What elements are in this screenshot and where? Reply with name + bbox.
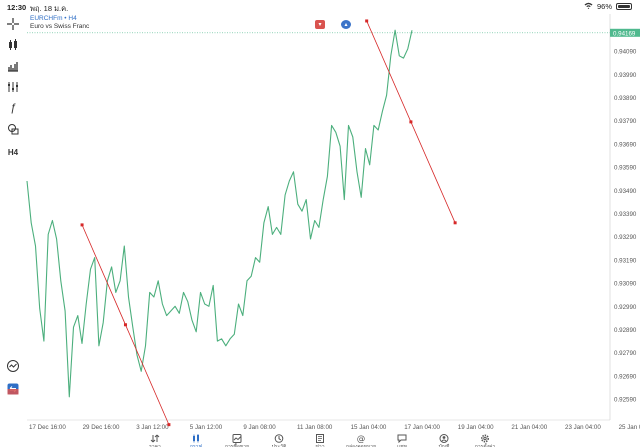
tab-accounts[interactable]: บัญชี: [424, 434, 464, 447]
x-tick-label: 15 Jan 04:00: [351, 424, 387, 431]
tab-chat[interactable]: แชท: [382, 434, 422, 447]
tab-label: แชท: [397, 444, 407, 447]
y-tick-label: 0.93590: [614, 165, 637, 172]
trend-line-handle: [365, 19, 369, 23]
trade-icon[interactable]: [5, 382, 21, 396]
y-tick-label: 0.92890: [614, 327, 637, 334]
shapes-icon[interactable]: [5, 122, 21, 136]
y-tick-label: 0.93990: [614, 72, 637, 79]
analytics-icon[interactable]: [5, 359, 21, 373]
status-right: 96%: [584, 2, 632, 11]
x-tick-label: 5 Jan 12:00: [190, 424, 223, 431]
current-price-tag: [610, 28, 640, 37]
news-icon: [300, 434, 340, 443]
y-tick-label: 0.93690: [614, 141, 637, 148]
tab-label: บัญชี: [438, 444, 450, 447]
chart-type-icon[interactable]: [5, 38, 21, 52]
x-tick-label: 25 Jan 04:00: [619, 424, 640, 431]
y-tick-label: 0.93190: [614, 257, 637, 264]
settings-icon: [465, 434, 505, 443]
sell-arrow-icon[interactable]: ▾: [315, 20, 325, 29]
mailbox-icon: @: [341, 434, 381, 444]
timeframe-label[interactable]: H4: [7, 147, 19, 157]
trend-line-handle: [80, 223, 84, 227]
tab-label: ข่าว: [315, 444, 325, 447]
trend-line-handle: [409, 120, 413, 124]
objects-icon[interactable]: [5, 80, 21, 94]
x-tick-label: 3 Jan 12:00: [136, 424, 169, 431]
svg-text:@: @: [357, 435, 366, 444]
y-tick-label: 0.94090: [614, 49, 637, 56]
y-tick-label: 0.93890: [614, 95, 637, 102]
crosshair-icon[interactable]: [5, 17, 21, 31]
y-tick-label: 0.92790: [614, 350, 637, 357]
trade-icon: [217, 434, 257, 443]
y-tick-label: 0.93790: [614, 118, 637, 125]
tab-label: ราคา: [149, 444, 161, 447]
price-line: [26, 29, 413, 398]
chart-header: EURCHFm • H4 Euro vs Swiss Franc: [30, 15, 89, 31]
x-tick-label: 17 Jan 04:00: [404, 424, 440, 431]
status-bar: 12:30 พฤ. 18 ม.ค. 96%: [0, 0, 640, 14]
chart-icon: [176, 434, 216, 443]
x-tick-label: 9 Jan 08:00: [243, 424, 276, 431]
tab-label: ประวัติ: [271, 444, 287, 447]
accounts-icon: [424, 434, 464, 443]
status-time: 12:30: [7, 3, 27, 12]
y-tick-label: 0.93390: [614, 211, 637, 218]
y-tick-label: 0.93090: [614, 281, 637, 288]
trend-line-handle: [453, 221, 457, 225]
y-tick-label: 0.93490: [614, 188, 637, 195]
buy-arrow-icon[interactable]: ▴: [341, 20, 351, 29]
tab-history[interactable]: ประวัติ: [259, 434, 299, 447]
symbol-timeframe[interactable]: EURCHFm • H4: [30, 15, 77, 22]
tab-settings[interactable]: การตั้งค่า: [465, 434, 505, 447]
indicators-icon[interactable]: [5, 59, 21, 73]
quotes-icon: [135, 434, 175, 443]
tab-news[interactable]: ข่าว: [300, 434, 340, 447]
history-icon: [259, 434, 299, 443]
function-icon[interactable]: ƒ: [9, 102, 17, 114]
x-tick-label: 23 Jan 04:00: [565, 424, 601, 431]
battery-icon: [616, 3, 632, 10]
x-tick-label: 29 Dec 16:00: [83, 424, 120, 431]
bottom-tab-bar: ราคา กราฟ การซื้อขาย ประวัติ ข่าว @ กล่องจดหมา…: [0, 434, 640, 447]
x-tick-label: 19 Jan 04:00: [458, 424, 494, 431]
tab-label: กราฟ: [189, 444, 203, 447]
current-price-label: 0.94169: [613, 30, 636, 37]
tab-chart[interactable]: กราฟ: [176, 434, 216, 447]
wifi-icon: [584, 2, 593, 11]
y-tick-label: 0.92690: [614, 373, 637, 380]
y-tick-label: 0.92990: [614, 304, 637, 311]
trend-line-handle: [167, 423, 171, 427]
tab-trade[interactable]: การซื้อขาย: [217, 434, 257, 447]
tab-mailbox[interactable]: @ กล่องจดหมาย: [341, 434, 381, 447]
tab-label: การซื้อขาย: [224, 444, 250, 447]
battery-text: 96%: [596, 2, 612, 11]
x-tick-label: 21 Jan 04:00: [511, 424, 547, 431]
x-tick-label: 11 Jan 08:00: [297, 424, 333, 431]
tab-quotes[interactable]: ราคา: [135, 434, 175, 447]
y-tick-label: 0.93290: [614, 234, 637, 241]
x-tick-label: 17 Dec 16:00: [29, 424, 66, 431]
symbol-description: Euro vs Swiss Franc: [30, 23, 90, 30]
one-click-trading: ▾ ▴: [315, 20, 351, 29]
tab-label: การตั้งค่า: [474, 444, 496, 447]
y-tick-label: 0.92590: [614, 397, 637, 404]
trend-line-handle: [123, 323, 127, 327]
chat-icon: [382, 434, 422, 443]
left-toolbar: ƒ H4: [0, 14, 26, 434]
tab-label: กล่องจดหมาย: [345, 444, 377, 447]
status-date: พฤ. 18 ม.ค.: [30, 4, 69, 13]
